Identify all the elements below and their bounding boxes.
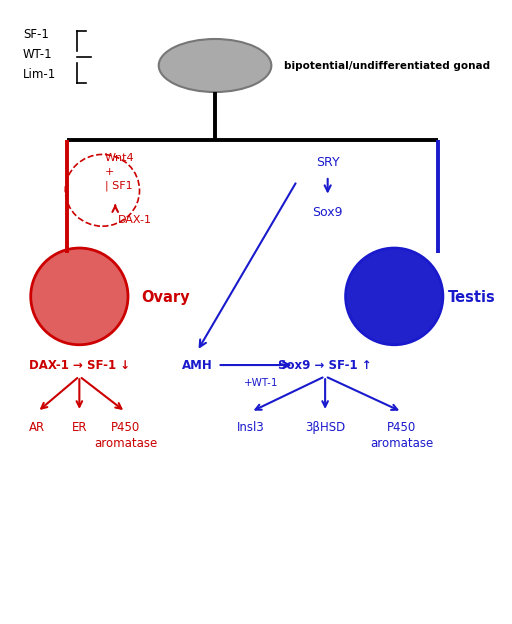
Ellipse shape — [346, 248, 443, 344]
Ellipse shape — [159, 39, 271, 92]
Text: SF-1
WT-1
Lim-1: SF-1 WT-1 Lim-1 — [23, 28, 56, 81]
Text: DAX-1 → SF-1 ↓: DAX-1 → SF-1 ↓ — [29, 359, 130, 371]
Text: Sox9 → SF-1 ↑: Sox9 → SF-1 ↑ — [279, 359, 372, 371]
Text: +WT-1: +WT-1 — [244, 378, 279, 388]
Text: P450
aromatase: P450 aromatase — [370, 421, 434, 449]
Text: ER: ER — [72, 421, 87, 434]
Text: bipotential/undifferentiated gonad: bipotential/undifferentiated gonad — [284, 61, 490, 71]
Text: AMH: AMH — [182, 359, 212, 371]
Text: Insl3: Insl3 — [237, 421, 265, 434]
Text: AR: AR — [29, 421, 46, 434]
Text: Sox9: Sox9 — [312, 206, 343, 219]
Text: P450
aromatase: P450 aromatase — [94, 421, 157, 449]
Ellipse shape — [31, 248, 128, 344]
Text: Ovary: Ovary — [141, 290, 189, 305]
Text: DAX-1: DAX-1 — [118, 215, 152, 225]
Text: 3βHSD: 3βHSD — [305, 421, 345, 434]
Text: Testis: Testis — [448, 290, 496, 305]
Text: Wnt4
+
| SF1: Wnt4 + | SF1 — [105, 153, 135, 192]
Text: SRY: SRY — [316, 156, 339, 168]
